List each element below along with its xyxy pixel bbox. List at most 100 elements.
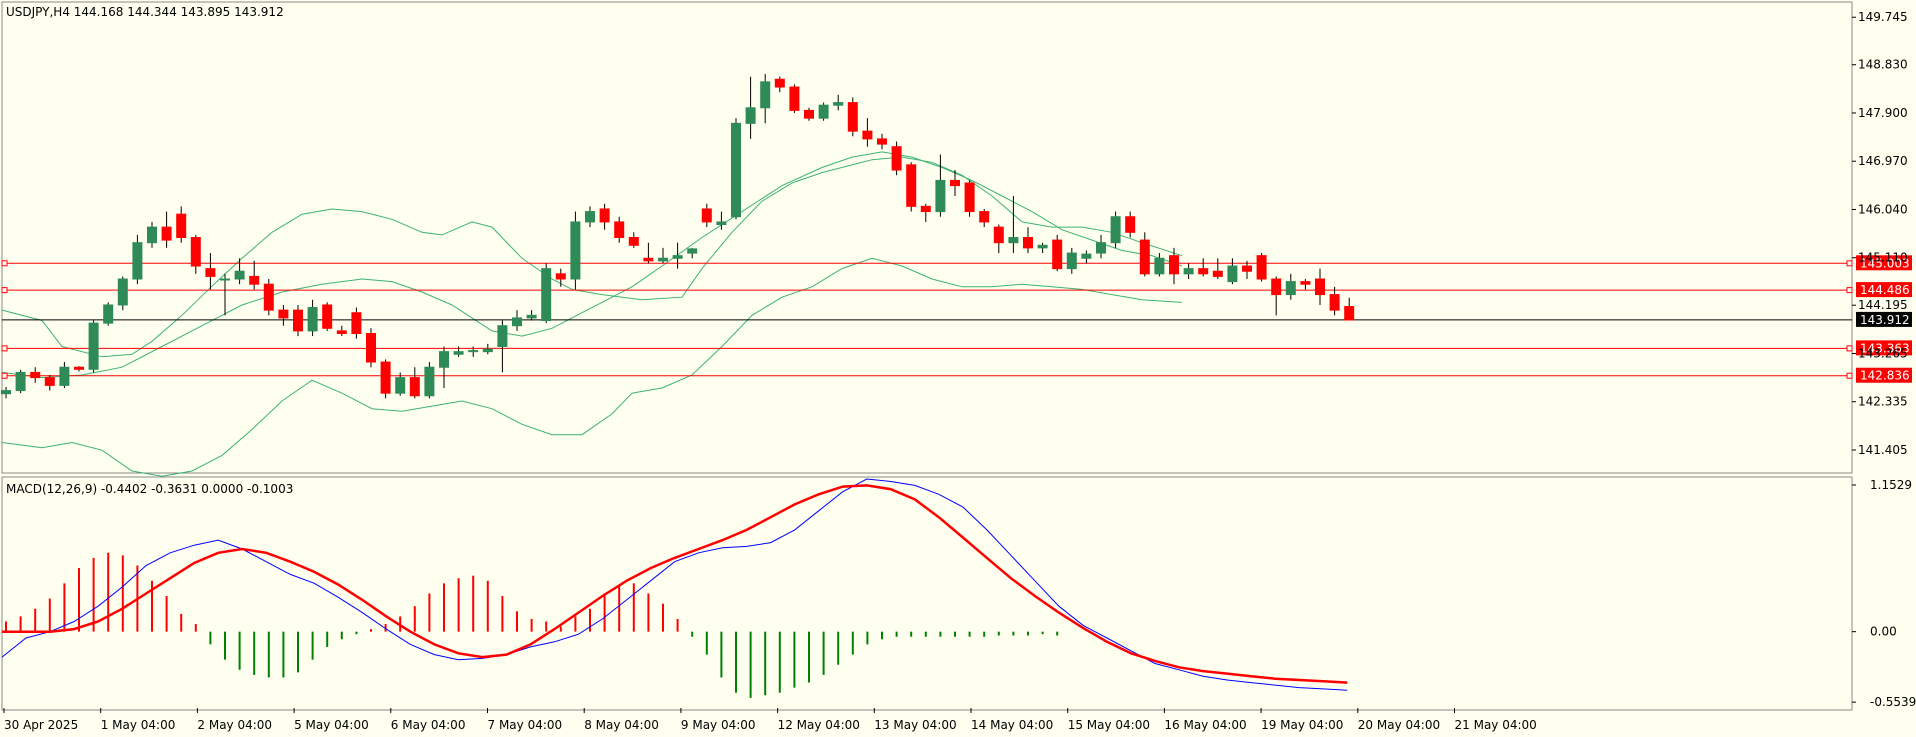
time-tick-label-13: 19 May 04:00 bbox=[1261, 718, 1343, 732]
candle-body-40 bbox=[585, 211, 595, 223]
level-label-2: 143.363 bbox=[1860, 341, 1910, 355]
candle-body-3 bbox=[44, 377, 55, 386]
time-tick-label-8: 12 May 04:00 bbox=[778, 718, 860, 732]
candle-body-5 bbox=[74, 366, 84, 370]
candle-body-61 bbox=[891, 146, 902, 171]
candle-body-53 bbox=[774, 78, 785, 88]
bollinger-middle-line bbox=[1, 151, 1183, 379]
candle-body-85 bbox=[1242, 265, 1252, 272]
candle-body-88 bbox=[1285, 281, 1296, 296]
signal-line bbox=[2, 484, 1348, 684]
level-label-3: 142.836 bbox=[1860, 369, 1910, 383]
price-tick-label-3: 146.970 bbox=[1858, 154, 1908, 168]
level-anchor-right-1 bbox=[1846, 287, 1853, 294]
candle-body-68 bbox=[993, 226, 1004, 244]
candle-body-54 bbox=[789, 86, 800, 111]
macd-tick-label-1: 0.00 bbox=[1870, 625, 1897, 639]
time-tick-label-9: 13 May 04:00 bbox=[874, 718, 956, 732]
bollinger-bands bbox=[1, 151, 1183, 477]
macd-indicator: 1.1529 0.00 -0.5539 bbox=[1, 478, 1916, 709]
price-tick-label-7: 143.265 bbox=[1858, 346, 1908, 360]
candle-body-43 bbox=[628, 237, 639, 246]
level-anchor-left-0 bbox=[1, 260, 8, 267]
time-axis: 30 Apr 2025 1 May 04:00 2 May 04:00 5 May 0… bbox=[3, 708, 1537, 732]
candle-body-48 bbox=[701, 208, 712, 223]
candle-body-71 bbox=[1037, 244, 1048, 249]
level-anchor-left-2 bbox=[1, 345, 8, 352]
time-tick-label-4: 6 May 04:00 bbox=[391, 718, 466, 732]
candle-body-91 bbox=[1329, 294, 1340, 311]
current-price-label-bg bbox=[1856, 311, 1912, 327]
candle-body-69 bbox=[1008, 237, 1019, 244]
candle-body-32 bbox=[468, 350, 479, 353]
price-axis: 149.745 148.830 147.900 146.970 146.040 145.1… bbox=[1852, 10, 1908, 457]
candle-body-52 bbox=[760, 81, 771, 109]
candle-body-41 bbox=[599, 208, 610, 223]
level-anchor-right-0 bbox=[1846, 260, 1853, 267]
candle-body-26 bbox=[380, 361, 391, 394]
candle-body-22 bbox=[322, 304, 333, 329]
candles bbox=[1, 74, 1355, 399]
time-tick-label-10: 14 May 04:00 bbox=[971, 718, 1053, 732]
candle-body-7 bbox=[103, 304, 114, 324]
candle-body-67 bbox=[979, 211, 990, 223]
candle-body-62 bbox=[906, 164, 917, 207]
candle-body-74 bbox=[1081, 253, 1092, 259]
candle-body-23 bbox=[336, 330, 347, 334]
candle-body-56 bbox=[818, 104, 829, 119]
macd-panel-frame bbox=[1, 476, 1853, 711]
candle-body-10 bbox=[147, 226, 157, 244]
candle-body-16 bbox=[234, 270, 245, 280]
price-tick-label-8: 142.335 bbox=[1858, 395, 1908, 409]
candle-body-79 bbox=[1154, 257, 1165, 275]
candle-body-58 bbox=[847, 102, 858, 132]
level-anchor-left-3 bbox=[1, 372, 8, 379]
candle-body-1 bbox=[15, 371, 26, 392]
time-tick-label-2: 2 May 04:00 bbox=[197, 718, 272, 732]
candle-body-81 bbox=[1183, 268, 1194, 275]
candle-body-45 bbox=[658, 257, 668, 262]
candle-body-6 bbox=[88, 322, 99, 370]
price-tick-label-0: 149.745 bbox=[1858, 10, 1908, 24]
level-label-bg-0 bbox=[1856, 255, 1912, 271]
macd-tick-label-2: -0.5539 bbox=[1870, 695, 1916, 709]
price-panel-header: USDJPY,H4 144.168 144.344 143.895 143.91… bbox=[6, 5, 284, 19]
candle-body-38 bbox=[555, 273, 566, 280]
candle-body-29 bbox=[424, 366, 435, 397]
candle-body-78 bbox=[1139, 239, 1150, 275]
candle-body-21 bbox=[307, 307, 318, 332]
candle-body-50 bbox=[731, 122, 741, 218]
time-tick-label-14: 20 May 04:00 bbox=[1358, 718, 1440, 732]
candle-body-27 bbox=[395, 377, 406, 394]
candle-body-2 bbox=[30, 371, 41, 379]
candle-body-36 bbox=[526, 314, 537, 319]
candle-body-31 bbox=[453, 351, 464, 355]
level-label-bg-2 bbox=[1856, 340, 1912, 356]
candle-body-33 bbox=[482, 348, 493, 353]
time-tick-label-7: 9 May 04:00 bbox=[681, 718, 756, 732]
candle-body-20 bbox=[293, 309, 303, 332]
price-tick-label-1: 148.830 bbox=[1858, 58, 1908, 72]
candle-body-90 bbox=[1315, 278, 1325, 296]
price-tick-label-4: 146.040 bbox=[1858, 202, 1908, 216]
candle-body-30 bbox=[439, 351, 449, 368]
level-anchor-right-2 bbox=[1846, 345, 1853, 352]
candle-body-82 bbox=[1198, 268, 1209, 275]
candle-body-65 bbox=[950, 179, 960, 187]
candle-body-34 bbox=[497, 325, 508, 347]
macd-tick-label-0: 1.1529 bbox=[1870, 478, 1912, 492]
candle-body-13 bbox=[190, 237, 201, 267]
candle-body-37 bbox=[541, 268, 552, 322]
level-label-0: 145.003 bbox=[1860, 256, 1910, 270]
candle-body-73 bbox=[1066, 252, 1077, 270]
candle-body-35 bbox=[512, 317, 522, 327]
macd-line bbox=[1, 478, 1348, 691]
candle-body-9 bbox=[132, 242, 143, 280]
candle-body-14 bbox=[205, 268, 216, 277]
time-tick-label-3: 5 May 04:00 bbox=[294, 718, 369, 732]
candle-body-47 bbox=[687, 248, 698, 254]
candle-body-60 bbox=[877, 138, 887, 145]
time-tick-label-6: 8 May 04:00 bbox=[584, 718, 659, 732]
